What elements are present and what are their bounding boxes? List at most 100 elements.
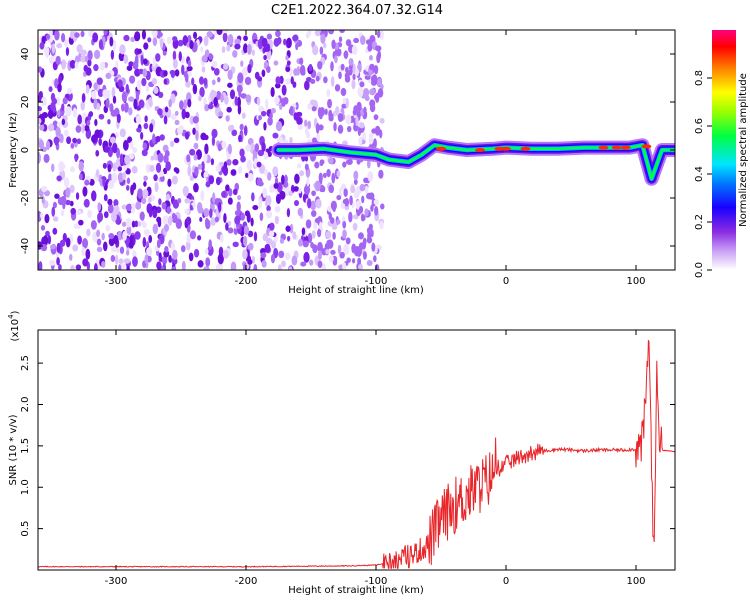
spectrogram-noise-blob [130, 36, 136, 43]
snr-y-tick-label: 2.5 [20, 355, 31, 371]
spectrogram-noise-blob [125, 217, 131, 228]
spectrogram-marks [38, 30, 675, 270]
spectrogram-noise-blob [351, 243, 357, 254]
spectrogram-noise-blob [363, 106, 367, 115]
spectrogram-noise-blob [227, 34, 234, 46]
spectrogram-noise-blob [134, 220, 139, 228]
spectrogram-noise-blob [358, 232, 364, 240]
spectrogram-noise-blob [210, 158, 215, 166]
spectrogram-noise-blob [115, 132, 119, 139]
spectrogram-noise-blob [222, 30, 229, 34]
spectrogram-noise-blob [239, 123, 244, 131]
spectrogram-noise-blob [225, 222, 229, 231]
spectrogram-noise-blob [197, 163, 203, 170]
spectrogram-noise-blob [354, 187, 361, 197]
spectrogram-noise-blob [155, 53, 161, 62]
spectrogram-noise-blob [362, 251, 367, 260]
spectrogram-noise-blob [56, 257, 60, 266]
spectrogram-noise-blob [317, 60, 323, 70]
spectrogram-noise-blob [223, 212, 227, 224]
spectrogram-noise-blob [240, 93, 247, 99]
spectrogram-noise-blob [332, 204, 336, 211]
spectrogram-noise-blob [189, 39, 194, 50]
spectrogram-noise-blob [209, 208, 213, 219]
spectrogram-noise-blob [77, 235, 82, 245]
spectrogram-noise-blob [310, 242, 314, 249]
spectrogram-noise-blob [102, 241, 108, 252]
spectrogram-noise-blob [163, 70, 168, 77]
spectrogram-noise-blob [327, 98, 332, 109]
spectrogram-noise-blob [70, 166, 75, 173]
spectrogram-noise-blob [201, 55, 208, 63]
spectrogram-noise-blob [243, 125, 248, 136]
snr-x-tick-label: -200 [235, 576, 258, 587]
spectrogram-noise-blob [134, 31, 141, 42]
spectrogram-x-tick-label: -200 [235, 276, 258, 287]
snr-panel: -300 -200 -100 0 100 0.5 1.0 1.5 2.0 2.5 Height … [7, 310, 676, 596]
spectrogram-noise-blob [125, 249, 130, 256]
spectrogram-noise-blob [169, 69, 176, 76]
spectrogram-noise-blob [261, 69, 266, 77]
spectrogram-noise-blob [153, 174, 158, 182]
spectrogram-noise-blob [311, 106, 317, 112]
spectrogram-noise-blob [352, 73, 356, 81]
spectrogram-noise-blob [123, 258, 131, 264]
spectrogram-noise-blob [273, 60, 279, 66]
spectrogram-noise-blob [167, 178, 172, 188]
spectrogram-noise-blob [141, 220, 146, 227]
spectrogram-noise-blob [319, 159, 325, 165]
spectrogram-noise-blob [137, 221, 142, 227]
spectrogram-noise-blob [226, 44, 231, 52]
spectrogram-noise-blob [367, 43, 373, 52]
spectrogram-noise-blob [257, 149, 265, 157]
spectrogram-noise-blob [211, 79, 216, 86]
spectrogram-noise-blob [51, 163, 55, 173]
spectrogram-noise-blob [111, 172, 118, 183]
spectrogram-noise-blob [361, 195, 365, 204]
spectrogram-noise-blob [185, 216, 192, 226]
spectrogram-noise-blob [156, 261, 162, 270]
spectrogram-noise-blob [253, 231, 258, 242]
spectrogram-noise-blob [246, 43, 252, 55]
spectrogram-noise-blob [174, 69, 180, 77]
spectrogram-noise-blob [152, 133, 156, 144]
colorbar-tick-label: 0.6 [694, 118, 705, 134]
spectrogram-noise-blob [143, 180, 147, 187]
spectrogram-noise-blob [222, 32, 228, 43]
colorbar-tick-label: 0.0 [694, 262, 705, 278]
spectrogram-noise-blob [168, 255, 172, 263]
spectrogram-noise-blob [314, 180, 321, 192]
spectrogram-noise-blob [56, 96, 60, 106]
spectrogram-noise-blob [241, 112, 246, 119]
spectrogram-noise-blob [288, 266, 293, 270]
spectrogram-noise-blob [234, 43, 241, 50]
spectrogram-noise-blob [52, 227, 58, 235]
spectrogram-noise-blob [98, 39, 104, 50]
spectrogram-noise-blob [92, 32, 99, 43]
spectrogram-noise-blob [260, 252, 267, 259]
spectrogram-noise-blob [328, 254, 334, 263]
spectrogram-noise-blob [364, 208, 369, 217]
spectrogram-noise-blob [344, 197, 350, 207]
spectrogram-noise-blob [215, 164, 221, 173]
spectrogram-noise-blob [293, 199, 300, 207]
spectrogram-noise-blob [68, 253, 73, 261]
spectrogram-noise-blob [141, 30, 147, 40]
snr-series-line [38, 339, 675, 569]
spectrogram-noise-blob [143, 122, 149, 130]
spectrogram-noise-blob [263, 54, 267, 61]
spectrogram-noise-blob [164, 224, 170, 232]
spectrogram-noise-blob [298, 187, 302, 194]
spectrogram-noise-blob [112, 142, 118, 154]
spectrogram-noise-blob [360, 213, 365, 222]
spectrogram-y-tick-label: 20 [20, 96, 31, 109]
spectrogram-noise-blob [377, 30, 381, 39]
spectrogram-noise-blob [342, 220, 347, 229]
spectrogram-noise-blob [38, 66, 43, 73]
spectrogram-noise-blob [103, 211, 109, 219]
spectrogram-noise-blob [126, 177, 131, 185]
spectrogram-noise-blob [373, 199, 380, 205]
spectrogram-noise-blob [49, 244, 56, 250]
spectrogram-noise-blob [152, 37, 158, 47]
colorbar-tick-label: 0.2 [694, 214, 705, 230]
